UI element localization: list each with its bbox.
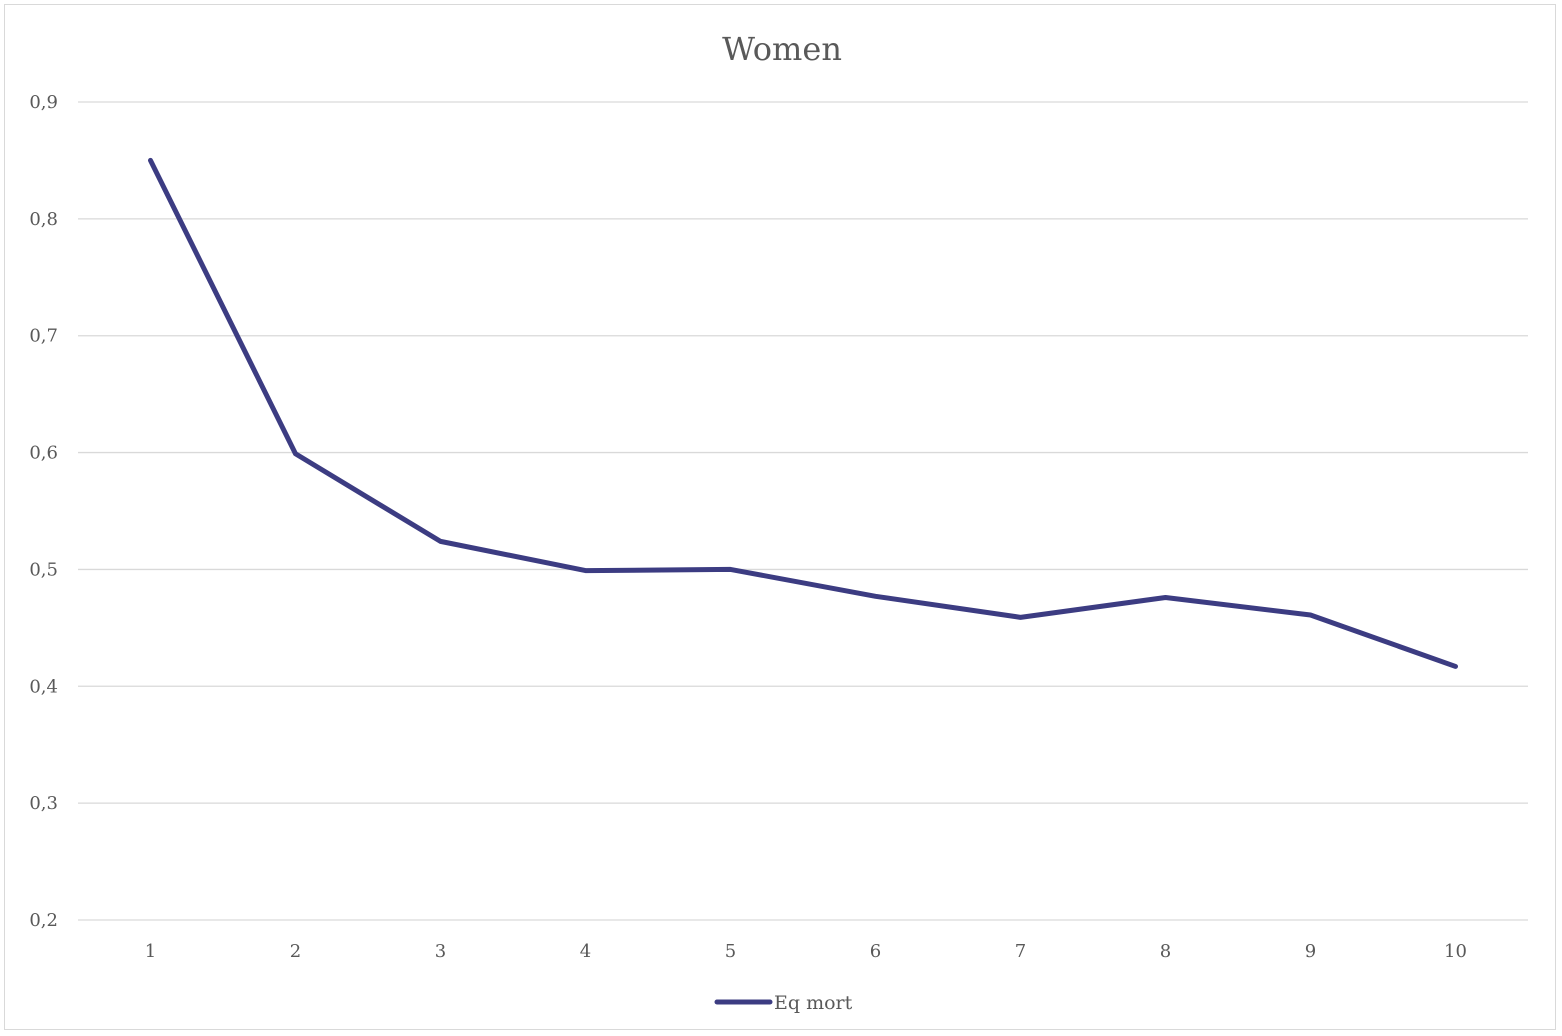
y-tick-label: 0,8	[29, 209, 58, 230]
x-tick-label: 10	[1444, 941, 1467, 962]
y-tick-label: 0,3	[29, 793, 58, 814]
gridlines	[78, 101, 1528, 921]
x-tick-label: 2	[290, 941, 301, 962]
y-tick-label: 0,7	[29, 326, 58, 347]
y-tick-label: 0,6	[29, 443, 58, 464]
x-tick-label: 1	[145, 941, 156, 962]
x-tick-label: 7	[1015, 941, 1026, 962]
legend: Eq mort	[714, 992, 853, 1014]
x-tick-label: 9	[1305, 941, 1316, 962]
y-axis-ticks: 0,2 0,3 0,4 0,5 0,6 0,7 0,8 0,9	[29, 92, 58, 931]
x-tick-label: 8	[1160, 941, 1171, 962]
chart-frame	[4, 4, 1556, 1030]
y-tick-label: 0,4	[29, 676, 58, 697]
series-group	[148, 157, 1458, 669]
x-tick-label: 6	[870, 941, 881, 962]
x-tick-label: 5	[725, 941, 736, 962]
x-axis-ticks: 1 2 3 4 5 6 7 8 9 10	[145, 941, 1467, 962]
y-tick-label: 0,5	[29, 559, 58, 580]
chart-title: Women	[722, 30, 842, 68]
x-tick-label: 4	[580, 941, 591, 962]
y-tick-label: 0,9	[29, 92, 58, 113]
legend-label: Eq mort	[774, 992, 853, 1014]
x-tick-label: 3	[435, 941, 446, 962]
series-line-eq-mort	[148, 157, 1458, 669]
y-tick-label: 0,2	[29, 910, 58, 931]
